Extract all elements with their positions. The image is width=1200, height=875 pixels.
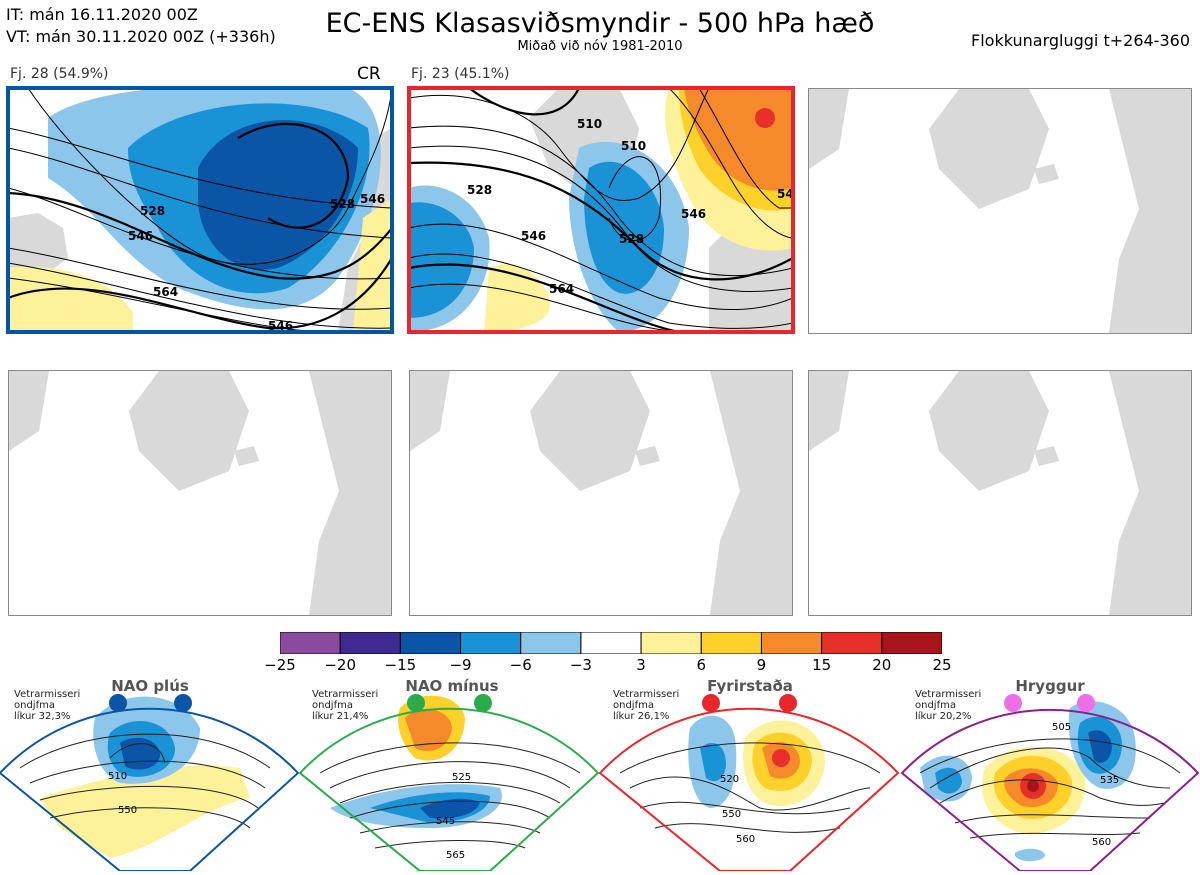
contour-label: 510 (621, 139, 646, 153)
regime-contour-label: 545 (436, 816, 455, 827)
regime-contour-label: 505 (1052, 722, 1071, 733)
cluster-map-5 (409, 370, 793, 616)
cluster-map-6 (808, 370, 1192, 616)
colorbar-tick-label: −9 (449, 656, 472, 674)
contour-label: 510 (577, 117, 602, 131)
colorbar-tick-label: −6 (509, 656, 532, 674)
colorbar-swatch (821, 631, 883, 655)
regime-4-note2: ondjfma (915, 700, 956, 711)
regime-3-note3: líkur 26,1% (613, 711, 670, 722)
regime-contour-label: 535 (1100, 775, 1119, 786)
regime-1-note: Vetrarmisseri ondjfma líkur 32,3% (14, 689, 80, 722)
regime-2-name: NAO mínus (405, 677, 499, 695)
regime-nao-plus: 510 550 (0, 694, 300, 872)
colorbar-swatch (580, 631, 642, 655)
contour-label: 528 (330, 197, 355, 211)
colorbar-swatch (460, 631, 522, 655)
colorbar-tick-label: −3 (569, 656, 592, 674)
colorbar-tick-label: 3 (636, 656, 646, 674)
regime-3-note: Vetrarmisseri ondjfma líkur 26,1% (613, 689, 679, 722)
panel-2-frame (407, 86, 795, 334)
it-line: IT: mán 16.11.2020 00Z (6, 5, 198, 24)
regime-row: 510 550 525 545 565 (0, 678, 1200, 872)
regime-3-name: Fyrirstaða (707, 677, 793, 695)
colorbar-tick-label: −20 (324, 656, 356, 674)
contour-label: 546 (268, 319, 293, 332)
contour-label: 528 (140, 204, 165, 218)
colorbar-tick-label: −15 (384, 656, 417, 674)
colorbar (279, 631, 943, 655)
regime-4-name: Hryggur (1015, 677, 1085, 695)
colorbar-tick-label: 20 (872, 656, 892, 674)
regime-contour-label: 525 (452, 772, 471, 783)
colorbar-tick-label: 15 (812, 656, 832, 674)
colorbar-swatch (520, 631, 582, 655)
land-mass (8, 213, 68, 278)
contour-label: 528 (619, 232, 644, 246)
panel-1-frame (6, 86, 394, 334)
contour-label: 546 (681, 207, 706, 221)
regime-2-note1: Vetrarmisseri (312, 689, 379, 700)
cluster-map-1: 528 546 546 564 528 546 (8, 88, 392, 332)
classification-window: Flokkunargluggi t+264-360 (971, 31, 1190, 50)
header-times: IT: mán 16.11.2020 00Z VT: mán 30.11.202… (6, 4, 276, 48)
regime-4-note: Vetrarmisseri ondjfma líkur 20,2% (915, 689, 981, 722)
regime-1-note3: líkur 32,3% (14, 711, 71, 722)
regime-4-note3: líkur 20,2% (915, 711, 972, 722)
colorbar-swatch (640, 631, 702, 655)
regime-1-note1: Vetrarmisseri (14, 689, 81, 700)
regime-4-note1: Vetrarmisseri (915, 689, 982, 700)
regime-2-note3: líkur 21,4% (312, 711, 369, 722)
regime-contour-label: 560 (1092, 837, 1111, 848)
regime-3-note1: Vetrarmisseri (613, 689, 680, 700)
colorbar-tick-label: 9 (756, 656, 767, 674)
panel-2-label: Fj. 23 (45.1%) (411, 66, 510, 82)
regime-1-name: NAO plús (111, 677, 189, 695)
colorbar-tick-label: 25 (932, 656, 952, 674)
regime-2-note2: ondjfma (312, 700, 353, 711)
contour-label: 546 (360, 192, 385, 206)
colorbar-tick-label: −25 (264, 656, 296, 674)
regime-1-note2: ondjfma (14, 700, 55, 711)
contour-label: 528 (467, 183, 492, 197)
cluster-map-4 (8, 370, 392, 616)
regime-contour-label: 550 (118, 805, 137, 816)
panel-1-tag: CR (357, 64, 381, 84)
colorbar-swatch (700, 631, 762, 655)
page-subtitle: Miðað við nóv 1981-2010 (517, 39, 683, 54)
panel-1-label: Fj. 28 (54.9%) (10, 66, 109, 82)
contour-label: 546 (777, 187, 793, 201)
colorbar-swatch (760, 631, 823, 655)
contour-label: 546 (521, 229, 546, 243)
contour-label: 564 (549, 282, 574, 296)
colorbar-swatch (399, 631, 462, 655)
colorbar-swatch (279, 631, 341, 655)
regime-3-note2: ondjfma (613, 700, 654, 711)
colorbar-swatch (339, 631, 401, 655)
regime-2-note: Vetrarmisseri ondjfma líkur 21,4% (312, 689, 378, 722)
colorbar-tick-label: 6 (696, 656, 707, 674)
regime-contour-label: 550 (722, 809, 741, 820)
regime-hryggur: 505 535 560 (900, 694, 1200, 872)
page-title: EC-ENS Klasasviðsmyndir - 500 hPa hæð (325, 8, 875, 39)
cluster-map-3 (808, 88, 1192, 334)
colorbar-swatch (881, 631, 943, 655)
regime-contour-label: 510 (108, 771, 127, 782)
regime-contour-label: 520 (720, 774, 739, 785)
cluster-map-2: 528 546 564 528 510 510 546 546 (409, 88, 793, 332)
vt-line: VT: mán 30.11.2020 00Z (+336h) (6, 27, 276, 46)
regime-contour-label: 560 (736, 834, 755, 845)
regime-nao-minus: 525 545 565 (298, 694, 600, 872)
regime-fyrirstada: 520 550 560 (598, 694, 900, 872)
contour-label: 546 (128, 229, 153, 243)
contour-label: 564 (153, 285, 178, 299)
regime-contour-label: 565 (446, 850, 465, 861)
